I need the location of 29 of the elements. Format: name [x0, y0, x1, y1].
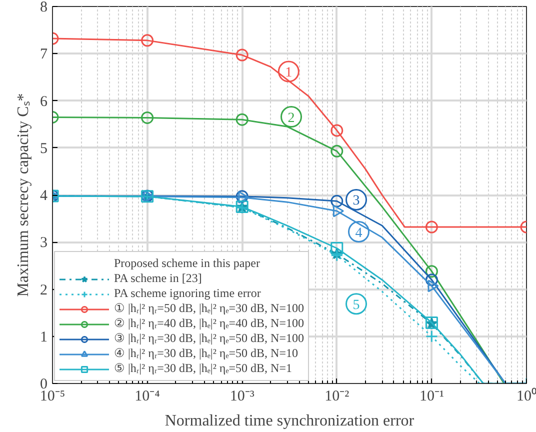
y-tick-label: 4: [40, 188, 48, 204]
y-tick-label: 7: [40, 46, 48, 63]
y-tick-label: 2: [40, 282, 48, 298]
legend-label: ⑤ |hᵣ|² ηᵣ=30 dB, |hₑ|² ηₑ=50 dB, N=1: [114, 361, 292, 376]
legend-label: ② |hᵣ|² ηᵣ=40 dB, |hₑ|² ηₑ=40 dB, N=100: [114, 316, 304, 331]
legend-label: ③ |hᵣ|² ηᵣ=30 dB, |hₑ|² ηₑ=50 dB, N=100: [114, 331, 304, 346]
annotation: 4: [355, 226, 362, 241]
legend-label: PA scheme in [23]: [114, 271, 202, 286]
annotation: Proposed scheme in this paper: [114, 256, 260, 271]
x-tick-label: 10⁻²: [324, 388, 350, 404]
x-tick-label: 10⁻⁵: [40, 388, 66, 404]
annotation: 3: [352, 194, 360, 209]
y-axis-title: Maximum secrecy capacity Cₛ*: [15, 93, 32, 297]
annotation: 5: [352, 298, 360, 313]
legend-label: PA scheme ignoring time error: [114, 286, 261, 301]
x-tick-label: 10⁻³: [230, 388, 255, 404]
annotation: 2: [288, 110, 295, 126]
x-tick-label: 10⁻⁴: [134, 388, 160, 404]
y-tick-label: 6: [40, 94, 48, 110]
annotation: 1: [285, 66, 292, 81]
y-tick-label: 5: [40, 140, 48, 157]
y-tick-label: 8: [40, 0, 48, 16]
x-axis-title: Normalized time synchronization error: [164, 412, 415, 430]
legend-label: ① |hᵣ|² ηᵣ=50 dB, |hₑ|² ηₑ=30 dB, N=100: [114, 301, 304, 316]
y-tick-label: 1: [40, 329, 48, 346]
x-tick-label: 10⁰: [516, 388, 536, 404]
legend-label: ④ |hᵣ|² ηᵣ=30 dB, |hₑ|² ηₑ=50 dB, N=10: [114, 346, 298, 361]
x-tick-label: 10⁻¹: [419, 388, 444, 404]
y-tick-label: 3: [40, 235, 48, 252]
